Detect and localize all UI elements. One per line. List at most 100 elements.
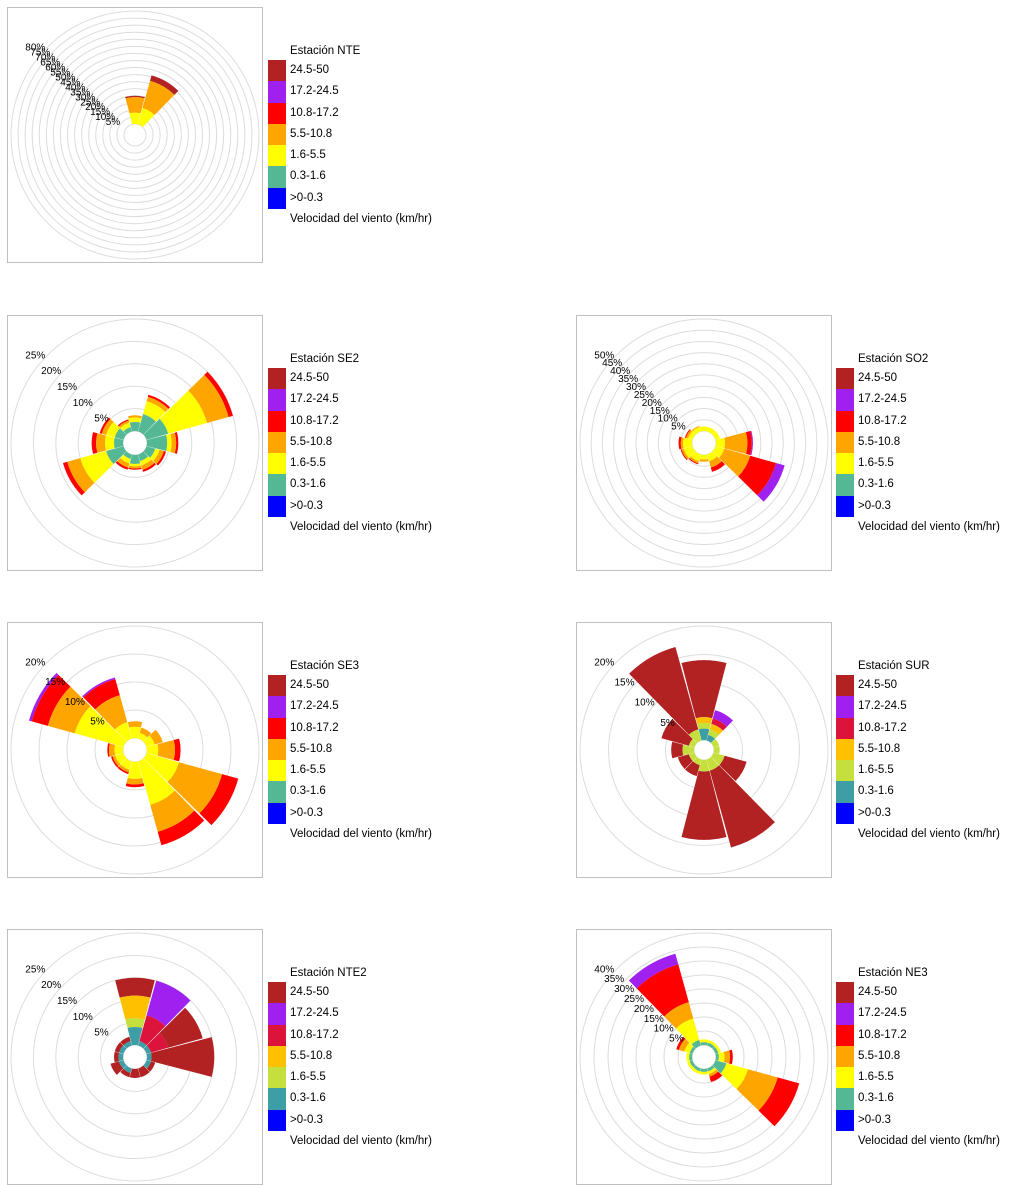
petal-segment xyxy=(129,726,141,739)
legend-item: 1.6-5.5 xyxy=(836,1067,1016,1089)
wind-rose-se3-panel: 5% 10% 15% 20% xyxy=(7,622,263,878)
legend-item: 1.6-5.5 xyxy=(268,145,448,167)
ring-labels: 5%10%15%20%25%30%35%40%45%50% xyxy=(594,350,685,432)
legend-item: 1.6-5.5 xyxy=(268,760,448,782)
legend-label: 5.5-10.8 xyxy=(858,1049,901,1062)
legend-label: 0.3-1.6 xyxy=(290,785,326,798)
petal-segment xyxy=(687,1060,694,1070)
legend-title: Estación NE3 xyxy=(858,967,928,979)
petal-segment xyxy=(681,660,727,719)
center-ring xyxy=(693,739,715,761)
petal-segment xyxy=(678,1038,690,1052)
legend-swatch xyxy=(836,982,854,1004)
grid-ring xyxy=(38,653,232,847)
petal-segment xyxy=(699,1039,709,1043)
grid-rings xyxy=(10,10,260,260)
petal-segment xyxy=(137,108,155,128)
petal-segment xyxy=(712,431,720,440)
legend-swatch xyxy=(268,982,286,1004)
wind-rose-se2-chart: 5%10% 15% 20% 25% xyxy=(10,318,260,568)
ring-label: 15% xyxy=(90,107,110,118)
petal-segment xyxy=(74,706,127,747)
petal-segment xyxy=(128,465,142,469)
grid-ring xyxy=(38,38,232,232)
petal-segment xyxy=(738,455,776,496)
petal-segment xyxy=(170,432,177,454)
petal-segment xyxy=(115,461,129,470)
ring-label: 15% xyxy=(45,677,65,688)
petal-segment xyxy=(123,427,132,435)
petal-segment xyxy=(120,422,131,432)
grid-ring xyxy=(613,352,795,534)
petal-segment xyxy=(101,418,114,435)
legend-swatch xyxy=(268,802,286,825)
petal-segment xyxy=(142,80,175,116)
petal-segment xyxy=(143,446,156,458)
petal-segment xyxy=(688,752,697,761)
ring-label: 10% xyxy=(73,1012,93,1023)
petal-segment xyxy=(157,739,176,761)
ring-label: 30% xyxy=(626,382,646,393)
petal-segment xyxy=(682,744,695,756)
petal-segment xyxy=(707,1042,715,1049)
legend-label: 10.8-17.2 xyxy=(858,414,907,427)
legend-label: 10.8-17.2 xyxy=(290,721,339,734)
ring-label: 10% xyxy=(73,398,93,409)
center-ring xyxy=(123,123,147,147)
legend-label: 1.6-5.5 xyxy=(290,1071,326,1084)
petal-segment xyxy=(146,1052,152,1062)
wind-rose-nte2-panel: 5% 10% 15% 20% 25% xyxy=(7,929,263,1185)
legend-swatch xyxy=(836,781,854,803)
petal-segment xyxy=(157,810,205,846)
petal-segment xyxy=(689,456,699,464)
legend-swatch xyxy=(836,696,854,718)
legend-label: 5.5-10.8 xyxy=(290,127,333,140)
ring-label: 10% xyxy=(95,112,115,123)
petals xyxy=(629,646,775,848)
petal-segment xyxy=(719,755,747,781)
legend-item: 1.6-5.5 xyxy=(836,760,1016,782)
legend-unit-label: Velocidad del viento (km/hr) xyxy=(290,521,432,534)
petal-segment xyxy=(139,1015,166,1046)
ring-label: 20% xyxy=(85,102,105,113)
legend-item: 10.8-17.2 xyxy=(836,1024,1016,1046)
petal-segment xyxy=(114,437,124,449)
legend-label: 10.8-17.2 xyxy=(290,106,339,119)
petal-segment xyxy=(117,766,129,774)
petal-segment xyxy=(689,729,702,743)
petal-segment xyxy=(699,1071,709,1075)
petal-segment xyxy=(140,456,152,466)
petal-segment xyxy=(707,1040,717,1047)
petal-segment xyxy=(629,646,699,735)
grid-ring xyxy=(635,374,773,512)
petal-segment xyxy=(683,446,696,458)
ring-labels: 5%10%15%20%25%30%35%40%45%50%55%60%65%70… xyxy=(25,42,120,128)
grid-rings xyxy=(579,932,829,1182)
petal-segment xyxy=(119,1060,127,1069)
legend-label: 17.2-24.5 xyxy=(290,1007,339,1020)
grid-ring xyxy=(81,81,189,189)
legend-item: 17.2-24.5 xyxy=(268,1003,448,1025)
petal-segment xyxy=(129,454,141,464)
petal-segment xyxy=(109,743,116,757)
legend-swatch xyxy=(268,166,286,188)
ring-label: 50% xyxy=(594,350,614,361)
petal-segment xyxy=(117,419,129,427)
ring-label: 30% xyxy=(75,92,95,103)
petal-segment xyxy=(681,770,727,840)
legend-label: 0.3-1.6 xyxy=(858,478,894,491)
legend-label: 5.5-10.8 xyxy=(290,742,333,755)
legend-swatch xyxy=(268,123,286,146)
ring-label: 15% xyxy=(644,1014,664,1025)
legend-item: 5.5-10.8 xyxy=(268,123,448,146)
petal-segment xyxy=(714,1044,721,1054)
petal-segment xyxy=(709,765,775,848)
grid-ring xyxy=(67,67,203,203)
petal-segment xyxy=(685,429,693,439)
legend-swatch xyxy=(268,1045,286,1068)
ring-label: 65% xyxy=(40,57,60,68)
legend-label: 24.5-50 xyxy=(290,64,330,76)
petal-segment xyxy=(688,739,697,748)
petal-segment xyxy=(715,1053,719,1061)
petal-segment xyxy=(680,449,688,461)
